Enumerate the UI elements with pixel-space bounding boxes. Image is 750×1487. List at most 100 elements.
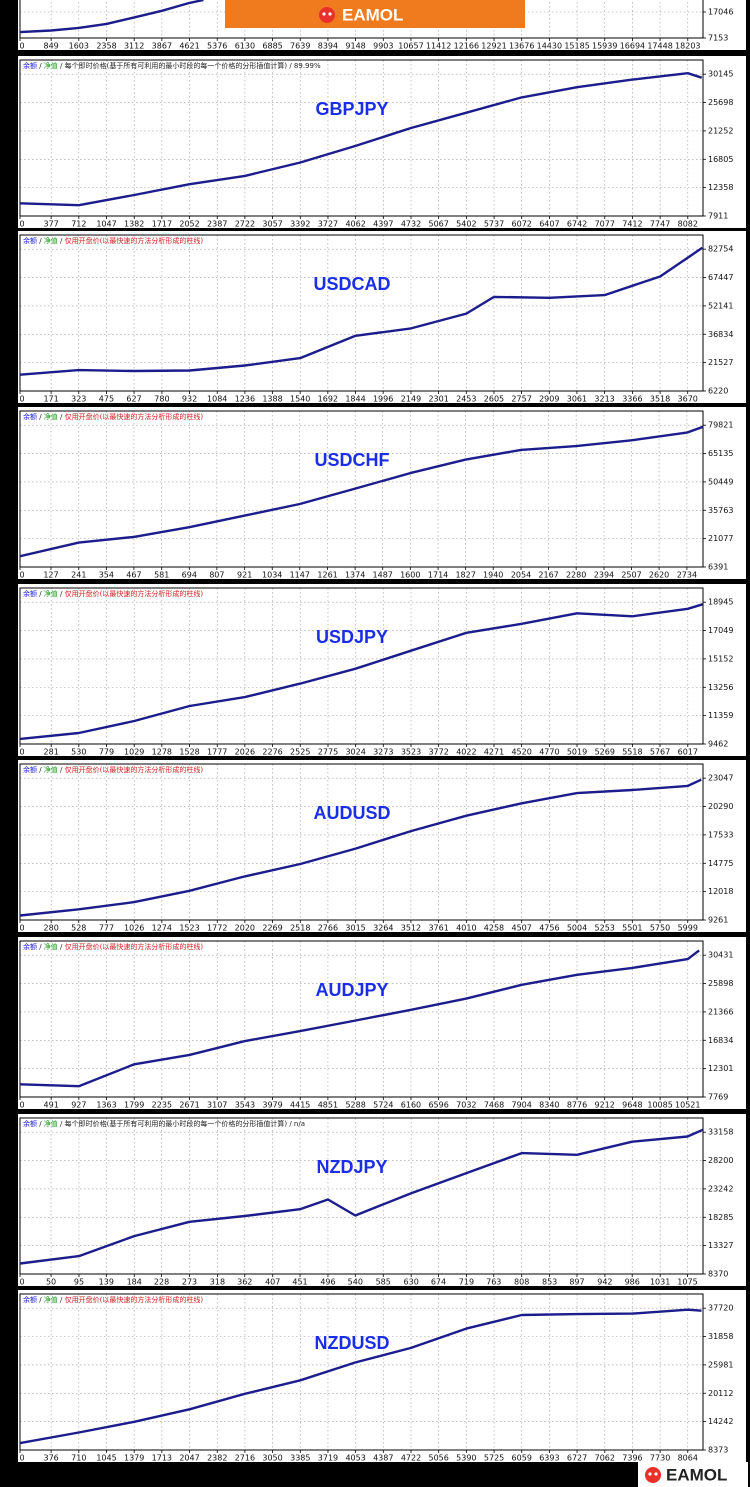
logo-eye — [648, 1472, 652, 1476]
x-tick-label: 927 — [71, 1101, 86, 1110]
x-tick-label: 8082 — [678, 220, 698, 229]
equity-line — [20, 425, 703, 558]
y-tick-label: 23242 — [708, 1184, 733, 1193]
legend-item: 余额 — [23, 412, 37, 421]
x-tick-label: 1034 — [262, 571, 282, 580]
x-tick-label: 2235 — [152, 1101, 172, 1110]
y-tick-label: 17046 — [708, 8, 733, 17]
legend-separator: / — [37, 237, 44, 245]
chart-title: USDJPY — [316, 627, 388, 647]
x-tick-label: 7062 — [595, 1454, 615, 1463]
y-tick-label: 36834 — [708, 330, 733, 339]
y-tick-label: 17049 — [708, 626, 733, 635]
equity-line — [20, 603, 703, 741]
x-tick-label: 50 — [46, 1278, 56, 1287]
x-tick-label: 3523 — [401, 748, 421, 757]
y-tick-label: 21366 — [708, 1007, 733, 1016]
chart-panel: 8370 13327 18285 23242 28200 33158 0 50 95 139 184… — [18, 1114, 746, 1287]
panel-background — [18, 231, 746, 403]
x-tick-label: 528 — [71, 924, 86, 933]
panel-background — [18, 407, 746, 579]
x-tick-label: 4732 — [401, 220, 421, 229]
equity-line — [20, 1128, 703, 1265]
x-tick-label: 4621 — [179, 42, 199, 51]
x-tick-label: 719 — [459, 1278, 474, 1287]
x-tick-label: 496 — [320, 1278, 335, 1287]
plot-border — [19, 587, 704, 745]
y-tick-label: 21077 — [708, 534, 733, 543]
x-tick-label: 6160 — [401, 1101, 421, 1110]
x-tick-label: 5390 — [456, 1454, 476, 1463]
legend-item: 余额 — [23, 236, 37, 245]
x-tick-label: 1047 — [96, 220, 116, 229]
x-tick-label: 1996 — [373, 395, 393, 404]
panel-background — [18, 760, 746, 932]
legend: 余额 / 净值 / 仅用开盘价(以最快速的方法分析形成的柱线) — [23, 765, 203, 774]
x-tick-label: 228 — [154, 1278, 169, 1287]
x-tick-label: 1540 — [290, 395, 310, 404]
x-tick-label: 2387 — [207, 220, 227, 229]
x-tick-label: 712 — [71, 220, 86, 229]
equity-line — [20, 246, 703, 376]
legend-separator: / — [287, 62, 294, 70]
legend-item: 余额 — [23, 61, 37, 70]
y-tick-label: 14775 — [708, 859, 733, 868]
x-tick-label: 2394 — [594, 571, 614, 580]
legend: 余额 / 净值 / 仅用开盘价(以最快速的方法分析形成的柱线) — [23, 589, 203, 598]
equity-line — [20, 778, 702, 917]
chart-title: USDCHF — [315, 450, 390, 470]
legend-separator: / — [37, 943, 44, 951]
legend: 余额 / 净值 / 仅用开盘价(以最快速的方法分析形成的柱线) — [23, 412, 203, 421]
legend-item: 仅用开盘价(以最快速的方法分析形成的柱线) — [65, 236, 204, 245]
x-tick-label: 5402 — [456, 220, 476, 229]
x-tick-label: 4507 — [511, 924, 531, 933]
legend-item: 净值 — [44, 61, 58, 70]
y-tick-label: 18945 — [708, 598, 733, 607]
x-tick-label: 5253 — [595, 924, 615, 933]
x-tick-label: 3392 — [290, 220, 310, 229]
logo-eye — [328, 12, 332, 16]
x-tick-label: 1374 — [345, 571, 365, 580]
x-tick-label: 2722 — [235, 220, 255, 229]
x-tick-label: 1717 — [152, 220, 172, 229]
x-tick-label: 3213 — [594, 395, 614, 404]
x-tick-label: 4271 — [484, 748, 504, 757]
x-tick-label: 273 — [182, 1278, 197, 1287]
equity-line — [20, 0, 204, 34]
x-tick-label: 1692 — [318, 395, 338, 404]
x-tick-label: 5501 — [622, 924, 642, 933]
y-tick-label: 12358 — [708, 183, 733, 192]
logo-eye — [654, 1472, 658, 1476]
x-tick-label: 4010 — [456, 924, 476, 933]
x-tick-label: 5725 — [484, 1454, 504, 1463]
x-tick-label: 475 — [99, 395, 114, 404]
equity-line — [20, 1308, 702, 1445]
chart-panel: 8373 14242 20112 25981 31858 37720 0 376 710 1045… — [18, 1290, 746, 1463]
x-tick-label: 2052 — [179, 220, 199, 229]
y-tick-label: 67447 — [708, 273, 733, 282]
series — [20, 1128, 703, 1265]
legend-item: 每个即时价格(基于所有可利用的最小时段的每一个价格的分形插值计算) — [65, 61, 288, 70]
chart-title: AUDUSD — [313, 803, 390, 823]
y-tick-label: 12301 — [708, 1064, 733, 1073]
x-tick-label: 2518 — [290, 924, 310, 933]
chart-panel: 9261 12018 14775 17533 20290 23047 0 280 528 777 1… — [18, 760, 746, 933]
x-tick-label: 5999 — [678, 924, 698, 933]
legend-item: 每个即时价格(基于所有可利用的最小时段的每一个价格的分形插值计算) — [65, 1119, 288, 1128]
legend-separator: / — [58, 62, 65, 70]
x-tick-label: 5376 — [207, 42, 227, 51]
x-tick-label: 5767 — [650, 748, 670, 757]
x-tick-label: 8340 — [539, 1101, 559, 1110]
y-tick-label: 14242 — [708, 1417, 733, 1426]
panel-background — [18, 1114, 746, 1286]
x-tick-label: 280 — [44, 924, 59, 933]
x-tick-label: 1940 — [483, 571, 503, 580]
legend-item: n/a — [294, 1120, 305, 1128]
x-tick-label: 17448 — [647, 42, 672, 51]
x-tick-label: 0 — [19, 748, 24, 757]
plot-border — [19, 410, 704, 568]
x-tick-label: 467 — [126, 571, 141, 580]
x-tick-label: 0 — [19, 1278, 24, 1287]
x-tick-label: 1772 — [207, 924, 227, 933]
